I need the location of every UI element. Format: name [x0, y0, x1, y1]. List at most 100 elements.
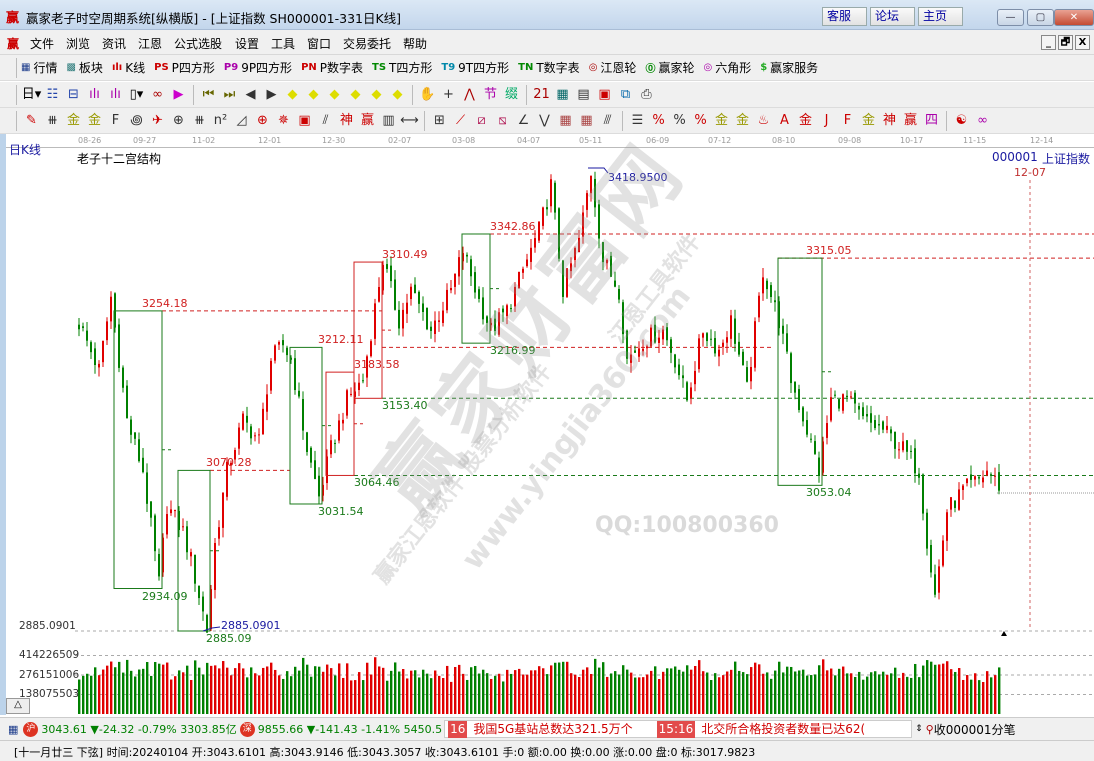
star-icon[interactable]: ✵: [278, 112, 289, 128]
menu-news[interactable]: 资讯: [102, 37, 127, 51]
toolbar-button-ts[interactable]: TS T四方形: [372, 59, 432, 76]
indicator-icon[interactable]: 缀: [504, 86, 518, 102]
kline-chart[interactable]: [0, 134, 1094, 715]
percent-icon[interactable]: %: [673, 112, 686, 128]
measure-icon[interactable]: ⟷: [400, 112, 419, 128]
news-item[interactable]: 我国5G基站总数达321.5万个: [473, 721, 633, 736]
toolbar-button-t9[interactable]: T9 9T四方形: [441, 59, 509, 76]
diamond-zoom-in-icon[interactable]: ◆: [371, 86, 382, 102]
gold-coin-icon[interactable]: 金: [714, 112, 728, 128]
toolbar-button-pn[interactable]: PN P数字表: [301, 59, 363, 76]
four-angle-icon[interactable]: 四: [924, 112, 938, 128]
collapse-triangle-button[interactable]: △: [6, 698, 30, 714]
toolbar-button-blocks[interactable]: ▩ 板块: [66, 59, 102, 76]
ying-angle-icon[interactable]: 赢: [903, 112, 917, 128]
menu-window[interactable]: 窗口: [307, 37, 332, 51]
close-button[interactable]: ✕: [1054, 9, 1094, 26]
toolbar-button-ps[interactable]: PS P四方形: [154, 59, 215, 76]
ying-icon[interactable]: 赢: [360, 112, 374, 128]
sz-index-value[interactable]: 9855.66: [257, 722, 304, 736]
next-icon[interactable]: ▶: [266, 86, 277, 102]
toolbar-button-grid[interactable]: ▦ 行情: [21, 59, 57, 76]
bars9-icon[interactable]: ılı: [110, 86, 121, 102]
mdi-close-button[interactable]: X: [1075, 35, 1090, 50]
triangle-lines-icon[interactable]: ◿: [236, 112, 247, 128]
diamond-shrink-icon[interactable]: ◆: [350, 86, 361, 102]
hand-icon[interactable]: ✋: [419, 86, 436, 102]
calendar21-icon[interactable]: 21: [533, 86, 550, 102]
circle-grid-icon[interactable]: ⊕: [173, 112, 184, 128]
box-diag-icon[interactable]: ⧄: [477, 112, 486, 128]
menu-settings[interactable]: 设置: [235, 37, 260, 51]
grid-lines-icon[interactable]: ⧻: [47, 112, 58, 128]
copy-icon[interactable]: ⧉: [620, 86, 631, 102]
text-tool-icon[interactable]: 节: [483, 86, 497, 102]
notes-icon[interactable]: ▤: [577, 86, 590, 102]
av-icon[interactable]: A: [780, 112, 789, 128]
n2-icon[interactable]: n²: [213, 112, 228, 128]
period-day-icon[interactable]: 日▾: [21, 86, 42, 102]
toolbar-button-dollar[interactable]: $ 赢家服务: [760, 59, 818, 76]
fire-icon[interactable]: ♨: [757, 112, 770, 128]
rocket-icon[interactable]: ✈: [152, 112, 163, 128]
square-target-icon[interactable]: ▣: [298, 112, 311, 128]
box-lines-icon[interactable]: ⊞: [434, 112, 445, 128]
levels-icon[interactable]: ☰: [631, 112, 644, 128]
f-lines-icon[interactable]: F: [111, 112, 120, 128]
menu-help[interactable]: 帮助: [403, 37, 428, 51]
diamond-left-icon[interactable]: ◆: [287, 86, 298, 102]
percent-levels-icon[interactable]: %: [694, 112, 707, 128]
candle-icon[interactable]: ▯▾: [129, 86, 144, 102]
shen-icon[interactable]: 神: [339, 112, 353, 128]
news-ticker[interactable]: 16 我国5G基站总数达321.5万个 15:16 北交所合格投资者数量已达62…: [444, 720, 913, 738]
diamond-zoom-out-icon[interactable]: ◆: [392, 86, 403, 102]
last-icon[interactable]: ⏭: [223, 86, 236, 102]
diamond-expand-icon[interactable]: ◆: [329, 86, 340, 102]
formula-icon[interactable]: ∞: [152, 86, 163, 102]
grid-box-icon[interactable]: ▦: [559, 112, 572, 128]
maximize-button[interactable]: ▢: [1027, 9, 1054, 26]
parallel-fan-icon[interactable]: ⫻: [603, 112, 612, 128]
news-item[interactable]: 北交所合格投资者数量已达62(: [701, 721, 866, 736]
menu-trade[interactable]: 交易委托: [343, 37, 392, 51]
j-angle-icon[interactable]: J: [824, 112, 829, 128]
gann-circle-icon[interactable]: ⊕: [257, 112, 268, 128]
toolbar-button-kline[interactable]: ılı K线: [112, 59, 145, 76]
prev-icon[interactable]: ◀: [245, 86, 256, 102]
sh-index-value[interactable]: 3043.61: [41, 722, 87, 736]
scroll-spinner[interactable]: ⇕: [915, 724, 923, 734]
quote-list-icon[interactable]: ▦: [8, 722, 19, 736]
crosshair-icon[interactable]: +: [443, 86, 454, 102]
toolbar-button-gann-wheel[interactable]: ◎ 江恩轮: [589, 59, 637, 76]
bars3-icon[interactable]: ılı: [89, 86, 100, 102]
slash-lines-icon[interactable]: ⫽: [322, 112, 329, 128]
first-icon[interactable]: ⏮: [202, 86, 215, 102]
box-fan-icon[interactable]: ⧅: [498, 112, 507, 128]
spiral-icon[interactable]: ꩜: [130, 112, 143, 128]
gold-lines-icon[interactable]: 金: [66, 112, 80, 128]
customer-service-link[interactable]: 客服: [822, 7, 867, 26]
gold-underline-icon[interactable]: 金: [798, 112, 812, 128]
diamond-right-icon[interactable]: ◆: [308, 86, 319, 102]
left-splitter[interactable]: [0, 134, 6, 715]
print-icon[interactable]: ⎙: [641, 86, 652, 102]
gold-angle-icon[interactable]: 金: [861, 112, 875, 128]
chart-type-icon[interactable]: ☷: [46, 86, 59, 102]
grid-box2-icon[interactable]: ▦: [580, 112, 593, 128]
fan-icon[interactable]: ⟋: [455, 112, 466, 128]
line-tool-icon[interactable]: ⋀: [464, 86, 475, 102]
calendar-icon[interactable]: ⊟: [68, 86, 79, 102]
menu-tools[interactable]: 工具: [271, 37, 296, 51]
parallel-lines-icon[interactable]: ⧻: [194, 112, 205, 128]
flag-icon[interactable]: ▶: [173, 86, 184, 102]
mdi-restore-button[interactable]: 🗗: [1058, 35, 1073, 50]
infinity-icon[interactable]: ∞: [977, 112, 988, 128]
calculator-icon[interactable]: ▦: [556, 86, 569, 102]
toolbar-button-p9[interactable]: P9 9P四方形: [224, 59, 292, 76]
toolbar-button-hexagon[interactable]: ◎ 六角形: [703, 59, 751, 76]
mdi-minimize-button[interactable]: _: [1041, 35, 1056, 50]
toolbar-button-tn[interactable]: TN T数字表: [518, 59, 580, 76]
forum-link[interactable]: 论坛: [870, 7, 915, 26]
ruler-icon[interactable]: ▥: [382, 112, 395, 128]
pencil-icon[interactable]: ✎: [26, 112, 37, 128]
